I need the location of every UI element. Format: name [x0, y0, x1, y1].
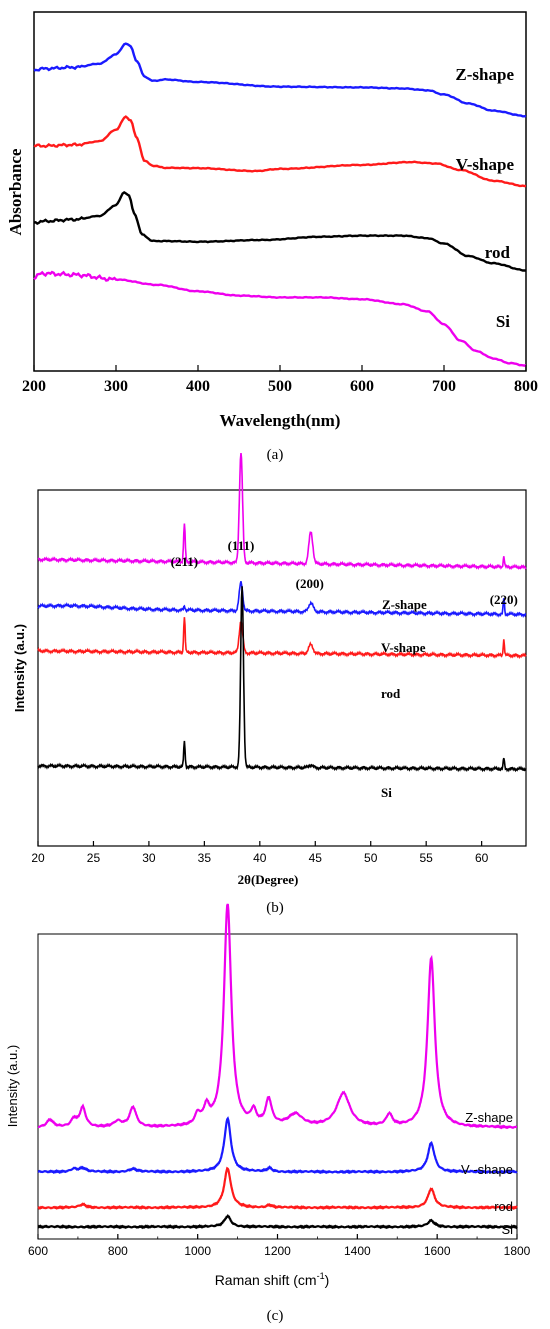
panel-c-caption: (c) [267, 1308, 284, 1324]
panel-c-x-axis-label-main: Raman shift (cm [215, 1272, 317, 1288]
panel-b-label-rod: rod [381, 686, 401, 701]
panel-b-series-si-line [37, 586, 527, 773]
panel-c-series-v-shape-line [37, 1116, 518, 1175]
panel-a-x-tick-label: 700 [432, 378, 456, 395]
panel-b-x-tick-label: 60 [475, 851, 489, 865]
panel-a-label-v-shape: V-shape [456, 155, 515, 174]
panel-a-caption: (a) [267, 447, 284, 463]
panel-b-x-axis-label: 2θ(Degree) [238, 872, 299, 887]
panel-c-label-si: Si [501, 1222, 513, 1237]
panel-b-label-v-shape: V-shape [381, 640, 426, 655]
panel-c-x-tick-label: 1200 [264, 1244, 291, 1258]
panel-b-series-v-shape-line [37, 580, 527, 619]
panel-b-x-tick-label: 40 [253, 851, 267, 865]
panel-c-label-v-shape: V -shape [461, 1162, 513, 1177]
panel-a-label-rod: rod [485, 243, 511, 262]
panel-b-label-si: Si [381, 785, 392, 800]
panel-a-series-rod-line [33, 190, 527, 272]
panel-a-absorbance-chart: 200 300 400 500 600 700 800 Z-shape V-shape rod S… [6, 11, 538, 463]
panel-a-x-axis-label: Wavelength(nm) [220, 411, 341, 430]
panel-b-series-z-shape-line [37, 453, 527, 571]
panel-a-series-z-shape-line [33, 42, 527, 118]
panel-a-x-tick-label: 500 [268, 378, 292, 395]
panel-c-x-tick-label: 1800 [504, 1244, 531, 1258]
panel-b-x-tick-label: 50 [364, 851, 378, 865]
panel-c-x-tick-label: 800 [108, 1244, 128, 1258]
panel-b-xrd-chart: 20 25 30 35 40 45 50 55 60 Z-shape V-shape rod Si (… [12, 453, 527, 916]
panel-b-x-tick-label: 30 [142, 851, 156, 865]
panel-c-x-tick-label: 1600 [424, 1244, 451, 1258]
panel-b-x-ticks: 20 25 30 35 40 45 50 55 60 [31, 841, 489, 865]
panel-c-series-labels: Z-shape V -shape rod Si [461, 1110, 513, 1237]
panel-a-label-si: Si [496, 312, 510, 331]
panel-a-x-tick-label: 300 [104, 378, 128, 395]
panel-a-y-axis-label: Absorbance [6, 148, 25, 235]
panel-c-x-axis-label-sup: -1 [317, 1271, 325, 1281]
panel-c-x-tick-label: 1000 [184, 1244, 211, 1258]
panel-c-y-axis-label: Intensity (a.u.) [5, 1045, 20, 1127]
panel-a-series-labels: Z-shape V-shape rod Si [455, 65, 514, 331]
panel-a-x-tick-label: 200 [22, 378, 46, 395]
panel-b-peak-label-200: (200) [296, 576, 324, 591]
panel-b-peak-label-211: (211) [171, 554, 198, 569]
panel-a-x-tick-label: 600 [350, 378, 374, 395]
panel-b-series-group [37, 453, 527, 773]
panel-c-x-tick-label: 1400 [344, 1244, 371, 1258]
panel-b-peak-labels: (211) (111) (200) (220) [171, 538, 518, 607]
panel-c-x-ticks: 600 800 1000 1200 1400 1600 1800 [28, 1234, 531, 1258]
panel-a-series-group [33, 42, 527, 367]
panel-c-label-z-shape: Z-shape [465, 1110, 513, 1125]
panel-c-series-si-line [37, 1213, 518, 1230]
panel-a-series-v-shape-line [33, 115, 527, 188]
panel-a-plot-frame [33, 11, 527, 372]
panel-b-x-tick-label: 45 [309, 851, 323, 865]
panel-a-x-tick-label: 800 [514, 378, 538, 395]
panel-b-plot-frame [37, 489, 527, 847]
panel-b-x-tick-label: 55 [420, 851, 434, 865]
panel-c-x-axis-label-end: ) [325, 1272, 330, 1288]
panel-b-x-tick-label: 20 [31, 851, 45, 865]
panel-a-x-ticks: 200 300 400 500 600 700 800 [22, 365, 538, 395]
panel-b-label-z-shape: Z-shape [382, 597, 427, 612]
panel-b-x-tick-label: 25 [87, 851, 101, 865]
panel-a-series-si-line [33, 270, 527, 367]
panel-b-series-labels: Z-shape V-shape rod Si [381, 597, 427, 800]
panel-b-x-tick-label: 35 [198, 851, 212, 865]
panel-c-x-tick-label: 600 [28, 1244, 48, 1258]
panel-b-peak-label-111: (111) [228, 538, 255, 553]
panel-b-peak-label-220: (220) [490, 592, 518, 607]
panel-c-label-rod: rod [494, 1199, 513, 1214]
panel-c-series-z-shape-line [37, 903, 517, 1130]
panel-c-plot-frame [37, 933, 518, 1240]
panel-b-caption: (b) [266, 900, 284, 916]
panel-a-x-tick-label: 400 [186, 378, 210, 395]
panel-b-series-rod-line [37, 617, 527, 660]
panel-c-x-axis-label: Raman shift (cm-1) [215, 1271, 330, 1288]
panel-c-series-group [37, 903, 518, 1230]
panel-c-series-rod-line [37, 1166, 518, 1211]
panel-a-label-z-shape: Z-shape [455, 65, 514, 84]
panel-c-raman-chart: 600 800 1000 1200 1400 1600 1800 Z-shape V -sha… [5, 903, 531, 1324]
panel-b-y-axis-label: Intensity (a.u.) [12, 624, 27, 712]
